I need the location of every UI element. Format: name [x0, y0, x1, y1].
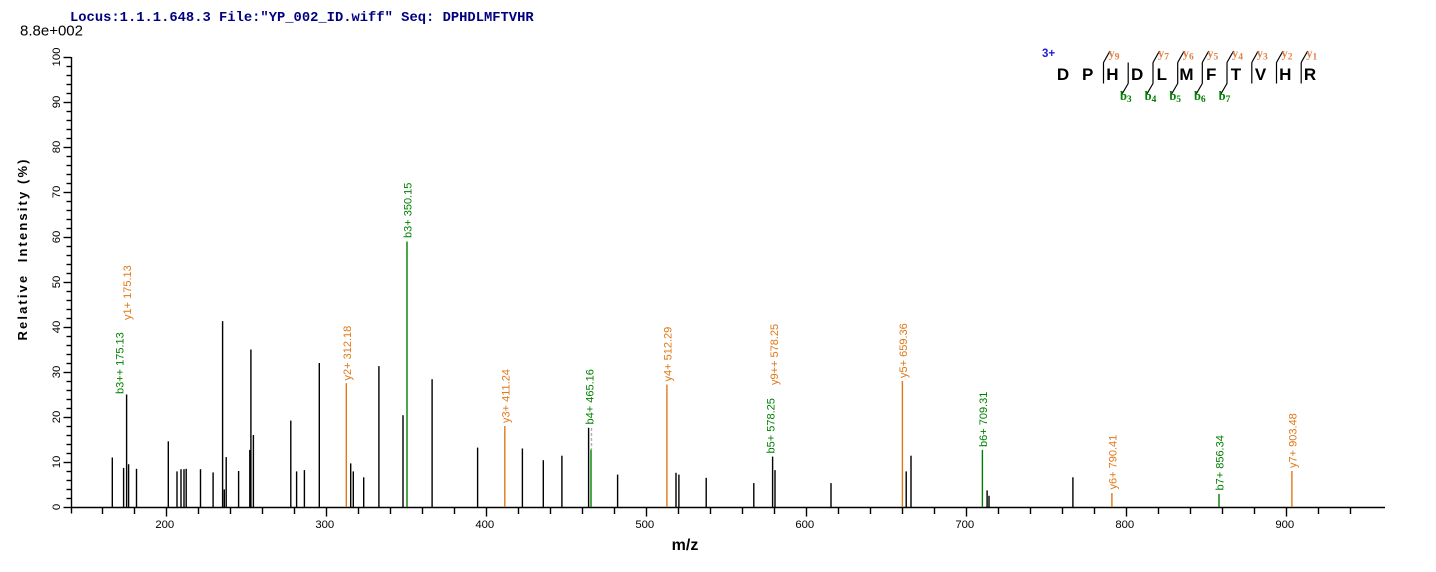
svg-text:50: 50 [51, 276, 63, 289]
svg-text:P: P [1082, 65, 1093, 84]
svg-text:H: H [1279, 65, 1291, 84]
svg-text:y2+ 312.18: y2+ 312.18 [342, 326, 354, 381]
svg-text:100: 100 [51, 48, 63, 67]
svg-text:300: 300 [315, 519, 334, 531]
svg-text:800: 800 [1115, 519, 1134, 531]
svg-text:y7+ 903.48: y7+ 903.48 [1288, 413, 1300, 468]
svg-text:20: 20 [51, 411, 63, 424]
svg-text:H: H [1106, 65, 1118, 84]
svg-text:y9++ 578.25: y9++ 578.25 [769, 324, 781, 385]
svg-text:y9: y9 [1109, 47, 1120, 63]
svg-text:y4+ 512.29: y4+ 512.29 [663, 327, 675, 382]
svg-text:y3: y3 [1257, 47, 1268, 63]
svg-text:D: D [1131, 65, 1143, 84]
svg-text:b7+ 856.34: b7+ 856.34 [1215, 435, 1227, 490]
svg-text:3+: 3+ [1042, 48, 1055, 60]
svg-text:40: 40 [51, 321, 63, 334]
svg-text:600: 600 [795, 519, 814, 531]
svg-text:b6: b6 [1194, 89, 1206, 105]
svg-text:b3: b3 [1120, 89, 1132, 105]
svg-text:y1: y1 [1306, 47, 1317, 63]
svg-text:y2: y2 [1282, 47, 1293, 63]
svg-text:m/z: m/z [672, 537, 699, 554]
svg-text:y7: y7 [1158, 47, 1169, 63]
svg-text:900: 900 [1275, 519, 1294, 531]
svg-text:F: F [1206, 65, 1216, 84]
svg-text:b5: b5 [1169, 89, 1181, 105]
svg-text:Locus:1.1.1.648.3 File:"YP_002: Locus:1.1.1.648.3 File:"YP_002_ID.wiff" … [70, 10, 534, 26]
svg-text:y5+ 659.36: y5+ 659.36 [898, 323, 910, 378]
svg-text:V: V [1255, 65, 1267, 84]
svg-text:y3+ 411.24: y3+ 411.24 [501, 369, 513, 423]
svg-text:y4: y4 [1232, 47, 1243, 63]
svg-text:700: 700 [955, 519, 974, 531]
svg-text:90: 90 [51, 96, 63, 109]
svg-text:D: D [1057, 65, 1069, 84]
svg-text:b7: b7 [1219, 89, 1231, 105]
svg-text:L: L [1157, 65, 1167, 84]
svg-text:500: 500 [635, 519, 654, 531]
svg-text:b6+ 709.31: b6+ 709.31 [978, 392, 990, 447]
svg-text:b5+ 578.25: b5+ 578.25 [765, 398, 777, 453]
svg-text:80: 80 [51, 141, 63, 154]
svg-text:10: 10 [51, 456, 63, 469]
svg-text:y6: y6 [1183, 47, 1194, 63]
svg-text:b4+ 465.16: b4+ 465.16 [584, 369, 596, 424]
svg-text:b3++ 175.13: b3++ 175.13 [115, 332, 127, 394]
svg-text:60: 60 [51, 231, 63, 244]
svg-text:b4: b4 [1145, 89, 1157, 105]
svg-text:400: 400 [475, 519, 494, 531]
svg-text:200: 200 [155, 519, 174, 531]
svg-text:30: 30 [51, 366, 63, 379]
svg-text:Relative Intensity (%): Relative Intensity (%) [15, 160, 30, 341]
svg-text:0: 0 [51, 504, 63, 510]
svg-text:M: M [1179, 65, 1193, 84]
svg-text:b3+ 350.15: b3+ 350.15 [403, 183, 415, 238]
svg-text:y1+ 175.13: y1+ 175.13 [122, 265, 134, 320]
svg-text:T: T [1231, 65, 1242, 84]
svg-text:y5: y5 [1207, 47, 1218, 63]
svg-text:R: R [1304, 65, 1316, 84]
svg-text:70: 70 [51, 186, 63, 199]
svg-text:y6+ 790.41: y6+ 790.41 [1108, 435, 1120, 490]
svg-text:8.8e+002: 8.8e+002 [20, 23, 83, 40]
